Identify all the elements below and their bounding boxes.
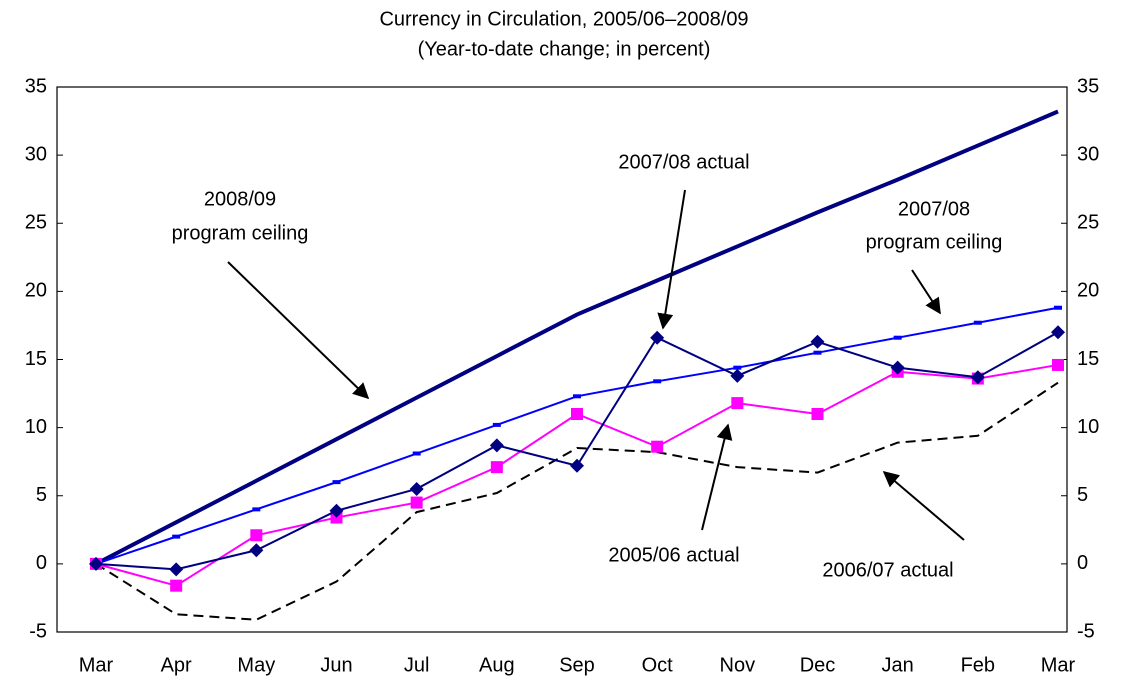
- y2-tick-label: -5: [1077, 620, 1095, 642]
- x-tick-label: May: [237, 654, 275, 676]
- x-tick-label: Nov: [720, 654, 756, 676]
- marker: [570, 458, 584, 473]
- chart-title: Currency in Circulation, 2005/06–2008/09: [379, 8, 748, 30]
- marker: [169, 562, 184, 577]
- marker: [1052, 358, 1064, 371]
- x-tick-label: Mar: [1041, 654, 1076, 676]
- plot-area: [56, 86, 1068, 633]
- y2-tick-label: 10: [1077, 416, 1099, 438]
- series-line: [95, 306, 1059, 565]
- y2-tick-label: 30: [1077, 143, 1099, 165]
- x-tick-label: Jan: [882, 654, 914, 676]
- annotation-arrow: [657, 189, 686, 330]
- x-tick-label: Oct: [642, 654, 674, 676]
- y-tick-label: 30: [25, 143, 47, 165]
- y-tick-label: 20: [25, 280, 47, 302]
- annotation-arrow: [911, 269, 941, 315]
- series-line: [95, 381, 1059, 621]
- marker: [89, 556, 103, 571]
- marker: [731, 397, 744, 410]
- x-tick-label: Feb: [961, 654, 995, 676]
- marker: [1051, 325, 1065, 340]
- annotation: 2007/08: [898, 198, 970, 220]
- annotation-arrow: [227, 261, 370, 400]
- x-tick-label: Jul: [404, 654, 430, 676]
- marker: [890, 360, 905, 375]
- annotation-arrow: [882, 470, 965, 541]
- marker: [970, 370, 985, 385]
- marker: [409, 481, 424, 496]
- annotation: program ceiling: [172, 222, 309, 244]
- y-tick-label: 15: [25, 348, 47, 370]
- marker: [650, 330, 665, 345]
- y2-tick-label: 25: [1077, 212, 1099, 234]
- y2-tick-label: 15: [1077, 348, 1099, 370]
- x-tick-label: Dec: [800, 654, 836, 676]
- y-tick-label: 35: [25, 75, 47, 97]
- marker: [490, 461, 503, 474]
- annotation: 2007/08 actual: [618, 151, 749, 173]
- x-tick-label: Aug: [479, 654, 515, 676]
- marker: [410, 496, 423, 509]
- y2-tick-label: 20: [1077, 280, 1099, 302]
- marker: [730, 368, 745, 383]
- marker: [249, 543, 264, 558]
- chart-subtitle: (Year-to-date change; in percent): [418, 38, 711, 60]
- marker: [329, 503, 344, 518]
- y2-tick-label: 0: [1077, 552, 1088, 574]
- series-line: [95, 109, 1059, 566]
- marker: [170, 579, 183, 592]
- y-tick-label: 0: [36, 552, 47, 574]
- y-tick-label: 25: [25, 212, 47, 234]
- x-tick-label: Jun: [320, 654, 352, 676]
- y-tick-label: -5: [29, 620, 47, 642]
- marker: [811, 408, 824, 420]
- marker: [250, 529, 263, 542]
- annotation: 2005/06 actual: [608, 544, 739, 566]
- annotation: 2008/09: [204, 188, 276, 210]
- y-tick-label: 10: [25, 416, 47, 438]
- marker: [489, 438, 504, 453]
- marker: [651, 440, 664, 453]
- y2-tick-label: 5: [1077, 484, 1088, 506]
- y-tick-label: 5: [36, 484, 47, 506]
- x-tick-label: Sep: [559, 654, 595, 676]
- annotation: 2006/07 actual: [822, 559, 953, 581]
- y2-tick-label: 35: [1077, 75, 1099, 97]
- marker: [810, 334, 825, 349]
- marker: [571, 408, 583, 420]
- annotation: program ceiling: [866, 231, 1003, 253]
- annotation-arrow: [701, 423, 733, 531]
- series-line: [95, 331, 1059, 571]
- x-tick-label: Mar: [79, 654, 114, 676]
- x-tick-label: Apr: [161, 654, 192, 676]
